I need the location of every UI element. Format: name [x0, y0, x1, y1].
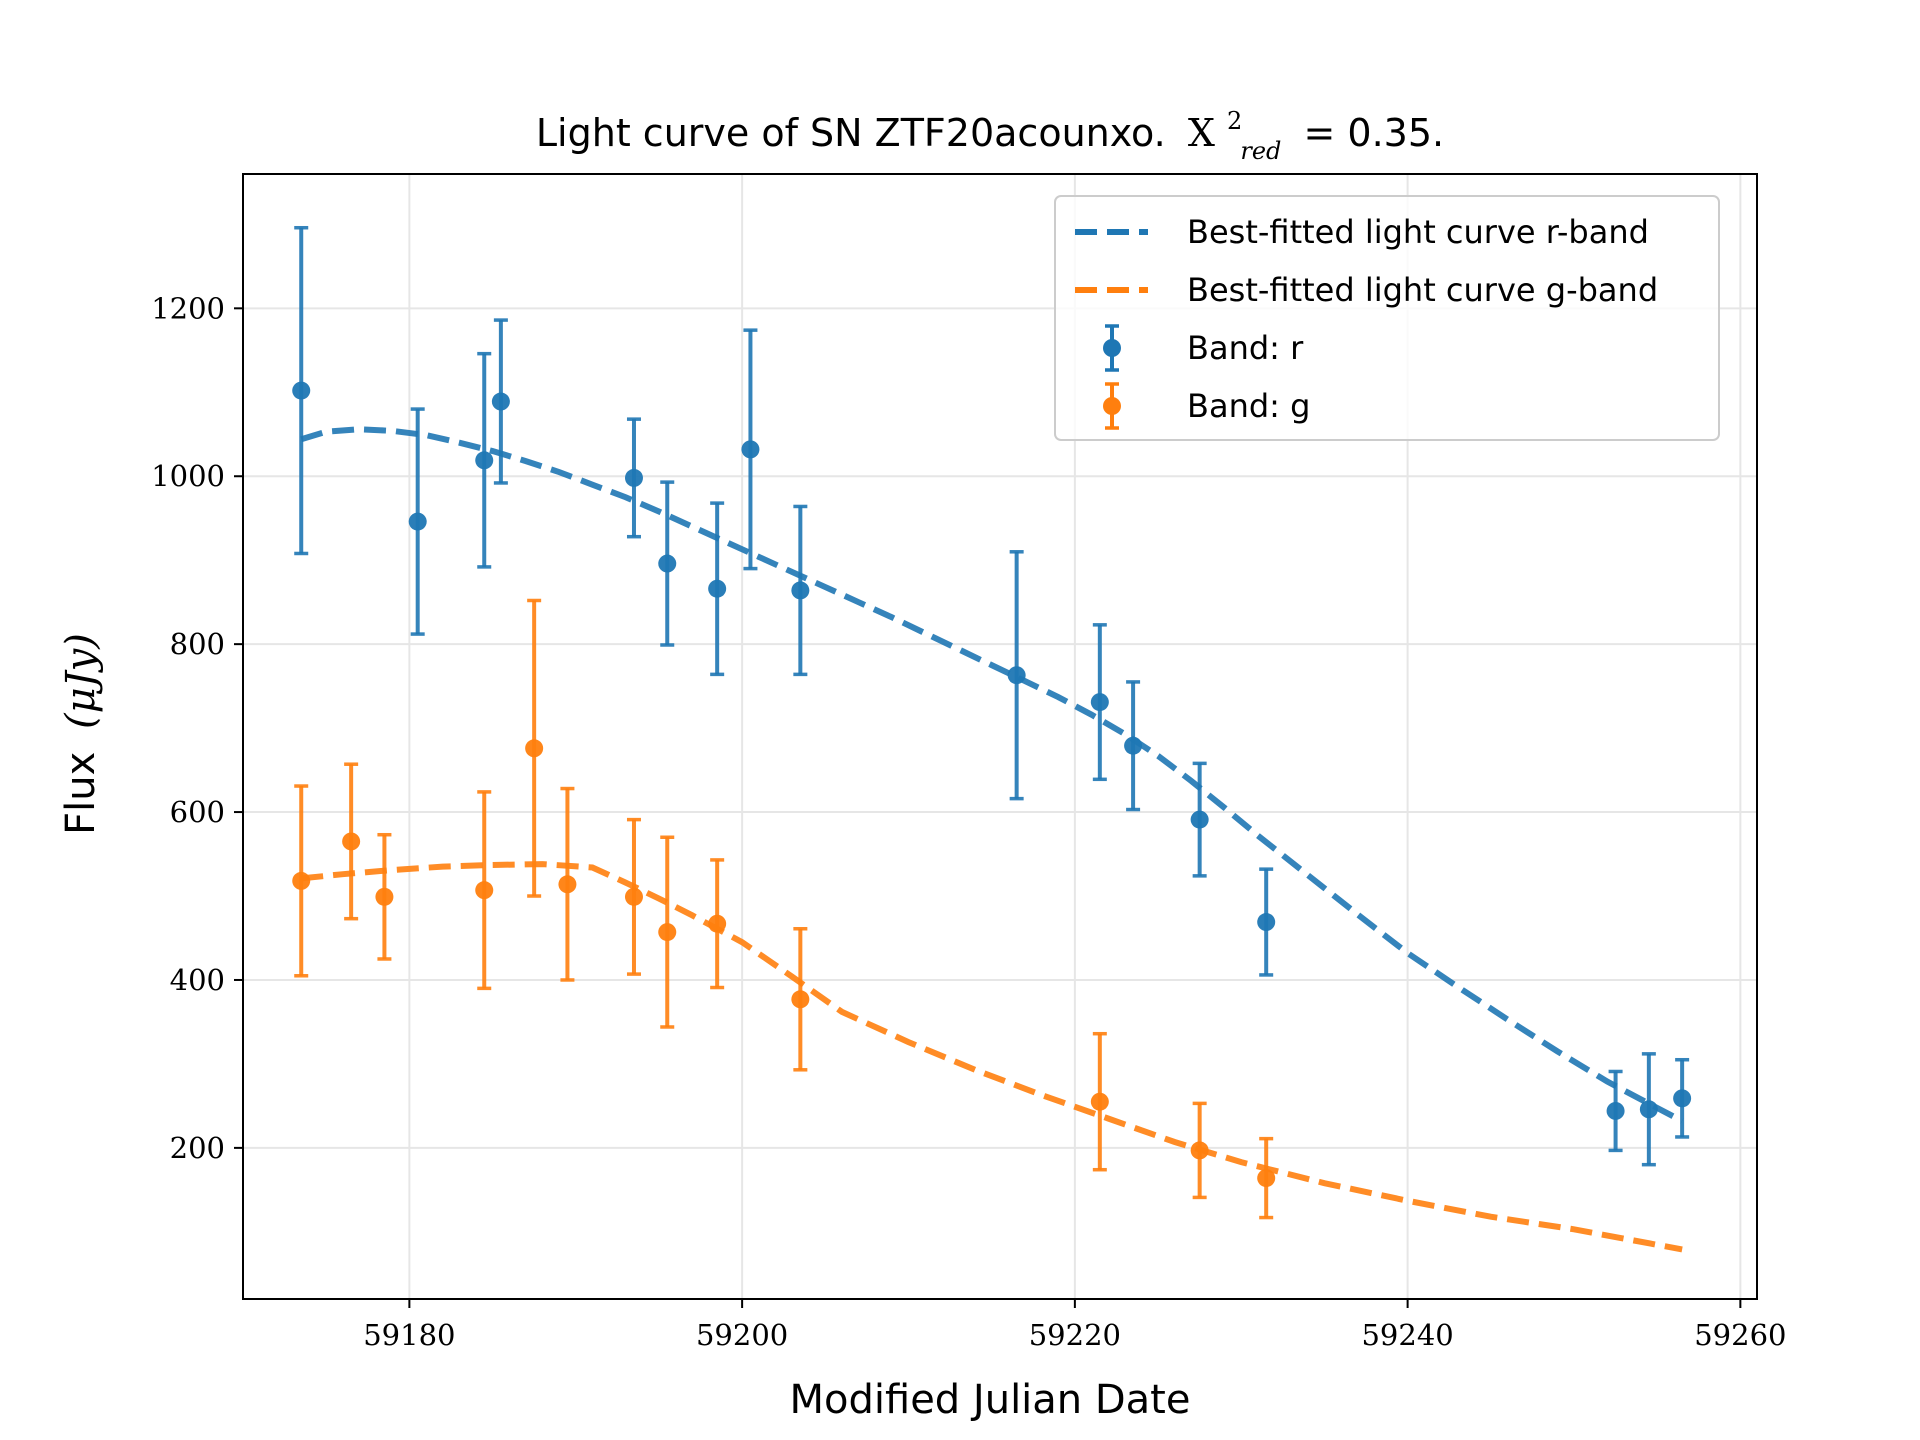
legend-entry-fit-r: Best-fitted light curve r-band: [1075, 213, 1649, 251]
legend-label: Band: g: [1187, 387, 1310, 425]
x-tick-label: 59200: [696, 1318, 788, 1352]
legend-entry-band-r: Band: r: [1103, 324, 1304, 372]
data-point: [558, 875, 577, 894]
data-point: [475, 451, 494, 470]
data-point: [525, 739, 544, 758]
data-point: [658, 554, 677, 573]
data-point: [708, 579, 727, 598]
data-point: [1124, 736, 1143, 755]
plot-series: [292, 225, 1692, 1253]
data-points-r-band: [292, 225, 1692, 1167]
data-point: [791, 581, 810, 600]
y-tick-label: 400: [170, 963, 225, 997]
chart-title-stat-symbol: X: [1188, 111, 1215, 155]
data-point: [1007, 666, 1026, 685]
legend-label: Best-fitted light curve r-band: [1187, 213, 1649, 251]
y-axis-label-unit: (μJy): [58, 633, 104, 729]
fit-line-r-band: [300, 426, 1684, 1124]
y-tick-label: 200: [170, 1131, 225, 1165]
y-axis-label: Flux (μJy): [58, 633, 104, 835]
axis-ticks: 59180 59200 59220 59240 59260 200 400 600 800 100…: [151, 291, 1786, 1352]
data-point: [1257, 1169, 1276, 1188]
data-point: [408, 512, 427, 531]
legend-label: Band: r: [1187, 329, 1304, 367]
data-point: [624, 887, 643, 906]
data-point: [1673, 1089, 1692, 1108]
fit-line-g-band: [300, 861, 1683, 1253]
y-tick-label: 1000: [151, 459, 225, 493]
legend-point-marker: [1103, 339, 1121, 357]
data-point: [741, 440, 760, 459]
chart-title-prefix: Light curve of SN ZTF20acounxo.: [536, 111, 1166, 155]
data-point: [1257, 913, 1276, 932]
legend-entry-fit-g: Best-fitted light curve g-band: [1075, 271, 1658, 309]
chart-title-stat-value: = 0.35.: [1303, 111, 1444, 155]
chart-title-stat-sup: 2: [1227, 107, 1242, 135]
x-tick-label: 59220: [1029, 1318, 1121, 1352]
y-tick-label: 600: [170, 795, 225, 829]
data-point: [1090, 1092, 1109, 1111]
legend-point-marker: [1103, 397, 1121, 415]
data-point: [491, 392, 510, 411]
data-point: [375, 887, 394, 906]
legend-entry-band-g: Band: g: [1103, 382, 1310, 430]
y-axis-label-text: Flux: [58, 752, 104, 835]
data-point: [1639, 1100, 1658, 1119]
legend: Best-fitted light curve r-band Best-fitte…: [1054, 195, 1720, 441]
data-point: [1606, 1101, 1625, 1120]
y-tick-label: 800: [170, 627, 225, 661]
data-point: [342, 832, 361, 851]
x-tick-label: 59180: [363, 1318, 455, 1352]
data-points-g-band: [292, 598, 1276, 1220]
data-point: [1190, 810, 1209, 829]
data-point: [1090, 693, 1109, 712]
x-tick-label: 59240: [1361, 1318, 1453, 1352]
data-point: [292, 381, 311, 400]
data-point: [292, 871, 311, 890]
axes-frame: [242, 173, 1758, 1300]
data-point: [624, 468, 643, 487]
data-point: [791, 990, 810, 1009]
chart-title-stat-sub: red: [1240, 137, 1281, 165]
x-axis-label: Modified Julian Date: [790, 1377, 1191, 1423]
data-point: [1190, 1141, 1209, 1160]
legend-box: [1054, 195, 1720, 441]
x-tick-label: 59260: [1694, 1318, 1786, 1352]
data-point: [658, 923, 677, 942]
y-tick-label: 1200: [151, 291, 225, 325]
data-point: [708, 914, 727, 933]
chart-title: Light curve of SN ZTF20acounxo. X 2 red …: [536, 94, 1444, 168]
data-point: [475, 881, 494, 900]
legend-label: Best-fitted light curve g-band: [1187, 271, 1658, 309]
